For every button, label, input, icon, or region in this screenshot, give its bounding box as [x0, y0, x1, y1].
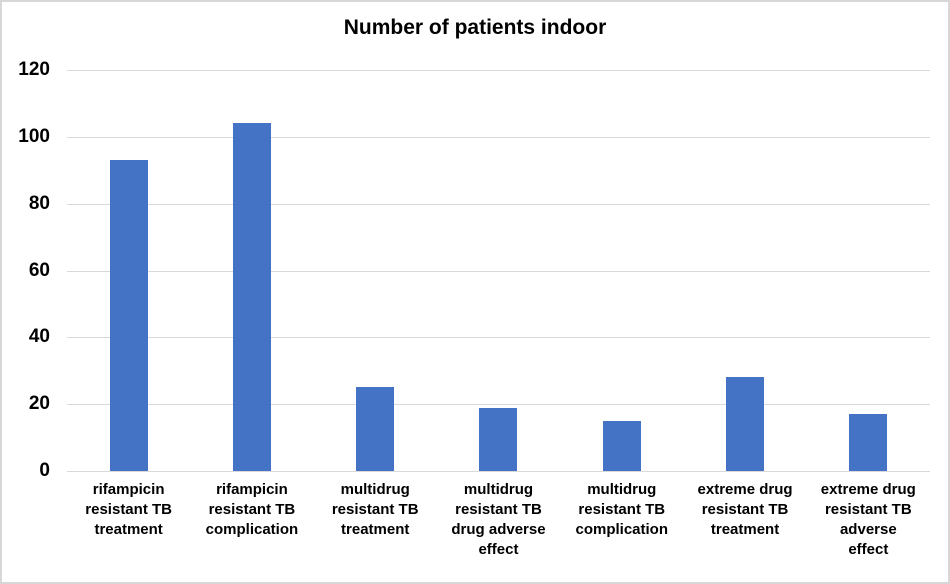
bar-slot-5 [683, 70, 806, 471]
y-tick-label-60: 60 [28, 259, 50, 281]
y-tick-label-40: 40 [28, 326, 50, 348]
y-tick-label-120: 120 [18, 59, 50, 80]
bar-5 [726, 377, 765, 471]
bar-slot-1 [190, 70, 313, 471]
gridline-100 [67, 136, 930, 138]
gridline-20 [67, 404, 930, 406]
gridline-60 [67, 270, 930, 272]
y-tick-label-0: 0 [39, 460, 50, 481]
bar-slot-3 [437, 70, 560, 471]
bar-0 [109, 160, 148, 471]
y-tick-label-80: 80 [28, 192, 50, 214]
y-tick-label-20: 20 [28, 393, 50, 415]
bar-1 [232, 123, 271, 471]
x-category-label-6: extreme drug resistant TB adverse effect [820, 481, 916, 558]
x-axis-category-labels: rifampicin resistant TB treatment rifampi… [67, 480, 930, 560]
chart-title: Number of patients indoor [343, 16, 607, 39]
gridline-80 [67, 203, 930, 205]
bar-slot-2 [314, 70, 437, 471]
bar-slot-0 [67, 70, 190, 471]
x-category-label-4: multidrug resistant TB complication [575, 481, 669, 538]
gridline-40 [67, 337, 930, 339]
bars-layer [67, 70, 930, 471]
gridline-0 [67, 471, 930, 472]
bar-slot-6 [807, 70, 930, 471]
y-tick-label-100: 100 [18, 125, 50, 147]
x-category-label-5: extreme drug resistant TB treatment [697, 481, 793, 538]
gridline-120 [67, 70, 930, 71]
bar-3 [479, 407, 518, 471]
bar-slot-4 [560, 70, 683, 471]
x-category-label-0: rifampicin resistant TB treatment [85, 481, 172, 538]
bar-2 [356, 387, 395, 471]
x-category-label-1: rifampicin resistant TB complication [205, 481, 299, 538]
x-category-label-3: multidrug resistant TB drug adverse effe… [451, 481, 546, 558]
bar-4 [602, 420, 641, 471]
x-category-label-2: multidrug resistant TB treatment [331, 481, 419, 538]
bar-6 [849, 414, 888, 471]
